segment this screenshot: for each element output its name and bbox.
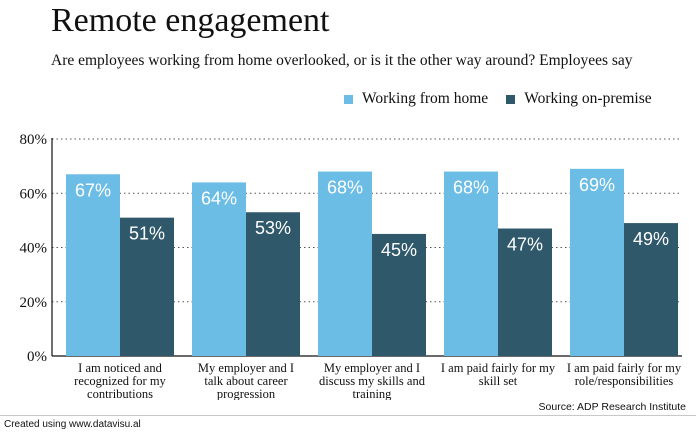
bar-working-from-home	[66, 174, 120, 356]
y-tick-label: 40%	[20, 241, 48, 257]
x-tick-label-line: I am noticed and	[78, 361, 162, 375]
bar-working-from-home	[192, 182, 246, 356]
x-tick-label-line: progression	[217, 387, 276, 400]
legend: Working from home Working on-premise	[344, 90, 652, 108]
legend-swatch-working-on-premise	[506, 94, 516, 104]
data-label: 67%	[75, 180, 111, 200]
x-tick-label-line: My employer and I	[324, 361, 420, 375]
y-tick-label: 20%	[20, 295, 48, 311]
data-label: 45%	[381, 240, 417, 260]
x-tick-label: I am paid fairly for my skill set	[441, 361, 556, 388]
bar-working-on-premise	[246, 212, 300, 356]
data-label: 64%	[201, 188, 237, 208]
bar-working-on-premise	[624, 223, 678, 356]
bar-working-from-home	[444, 171, 498, 356]
bar-chart: 0% 20% 40% 60% 80% 67% 51% I am noticed and reco…	[20, 132, 682, 400]
x-tick-label-line: I am paid fairly for my	[441, 361, 556, 375]
bar-working-from-home	[318, 171, 372, 356]
data-label: 51%	[129, 224, 165, 244]
x-tick-label-line: discuss my skills and	[319, 374, 426, 388]
legend-label-working-from-home: Working from home	[362, 90, 489, 107]
bar-working-from-home	[570, 168, 624, 356]
legend-label-working-on-premise: Working on-premise	[524, 90, 652, 107]
bar-working-on-premise	[120, 217, 174, 356]
chart-subtitle: Are employees working from home overlook…	[51, 52, 633, 69]
footer-divider	[0, 415, 696, 416]
footer-credit: Created using www.datavisu.al	[4, 419, 141, 430]
x-tick-label-line: talk about career	[204, 374, 288, 388]
x-tick-label-line: role/responsibilities	[575, 374, 674, 388]
y-tick-label: 0%	[27, 349, 47, 365]
x-tick-label-line: contributions	[87, 387, 153, 400]
x-tick-label-line: My employer and I	[198, 361, 294, 375]
x-tick-label: I am noticed and recognized for my contrib…	[74, 361, 166, 400]
legend-item-working-on-premise: Working on-premise	[506, 90, 652, 108]
data-label: 69%	[579, 175, 615, 195]
y-tick-label: 80%	[20, 132, 48, 148]
bar-working-on-premise	[498, 228, 552, 356]
x-tick-label-line: recognized for my	[74, 374, 166, 388]
legend-item-working-from-home: Working from home	[344, 90, 488, 108]
x-tick-label-line: I am paid fairly for my	[567, 361, 682, 375]
bar-working-on-premise	[372, 233, 426, 356]
data-label: 49%	[633, 229, 669, 249]
chart-title: Remote engagement	[51, 2, 330, 39]
data-label: 68%	[327, 178, 363, 198]
x-tick-label-line: skill set	[479, 374, 518, 388]
data-label: 68%	[453, 178, 489, 198]
source-note: Source: ADP Research Institute	[538, 401, 686, 413]
x-tick-label: I am paid fairly for my role/responsibili…	[567, 361, 682, 388]
x-tick-label-line: training	[353, 387, 393, 400]
y-tick-label: 60%	[20, 186, 48, 202]
data-label: 53%	[255, 218, 291, 238]
data-label: 47%	[507, 235, 543, 255]
legend-swatch-working-from-home	[344, 94, 353, 104]
